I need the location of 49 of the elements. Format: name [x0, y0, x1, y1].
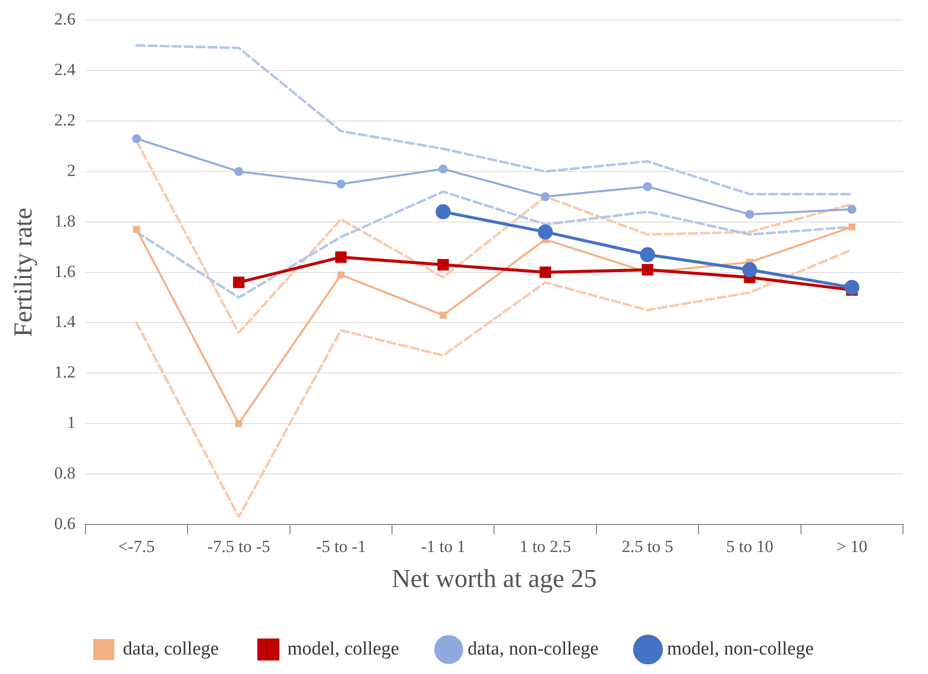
point [844, 280, 860, 295]
line-series [135, 44, 854, 196]
point [235, 420, 242, 428]
point [848, 223, 856, 230]
point [640, 247, 656, 262]
point [438, 164, 448, 174]
point [133, 226, 140, 233]
legend-label: model, non-college [667, 638, 814, 660]
legend-label: data, college [122, 638, 219, 660]
y-tick-label: 1.4 [54, 312, 76, 332]
point [538, 224, 553, 240]
x-tick-label: -5 to -1 [316, 537, 366, 556]
y-tick-label: 0.6 [54, 514, 76, 533]
point [642, 264, 654, 276]
legend-label: data, non-college [468, 638, 599, 660]
y-tick-label: 1 [66, 413, 76, 432]
x-tick-label: -7.5 to -5 [207, 537, 270, 556]
x-tick-label: > 10 [836, 537, 868, 556]
point [643, 182, 652, 192]
y-tick-label: 1.6 [54, 262, 76, 281]
y-tick-label: 1.8 [54, 211, 76, 230]
x-tick-label: -1 to 1 [420, 537, 466, 556]
y-tick-label: 2.6 [54, 10, 76, 29]
y-axis-title: Fertility rate [8, 208, 38, 337]
x-tick-label: 5 to 10 [726, 537, 774, 556]
y-tick-label: 2.2 [54, 110, 76, 130]
x-axis-title: Net worth at age 25 [392, 564, 597, 594]
x-tick-label: <-7.5 [118, 537, 155, 556]
point [540, 192, 550, 202]
y-tick-label: 0.8 [54, 463, 76, 482]
point [233, 276, 244, 288]
x-tick-label: 2.5 to 5 [622, 537, 674, 556]
point [742, 262, 758, 278]
y-tick-label: 2 [66, 160, 76, 180]
point [847, 204, 856, 214]
x-tick-label: 1 to 2.5 [520, 537, 572, 556]
point [540, 266, 552, 278]
point [337, 271, 344, 278]
point [437, 258, 449, 270]
y-tick-label: 2.4 [54, 60, 76, 80]
y-tick-label: 1.2 [54, 362, 76, 382]
point [335, 251, 347, 263]
point [336, 180, 346, 189]
point [234, 166, 244, 176]
point [745, 210, 754, 219]
point [132, 134, 142, 144]
legend-label: model, college [287, 638, 400, 660]
point [440, 312, 447, 319]
point [436, 204, 451, 220]
